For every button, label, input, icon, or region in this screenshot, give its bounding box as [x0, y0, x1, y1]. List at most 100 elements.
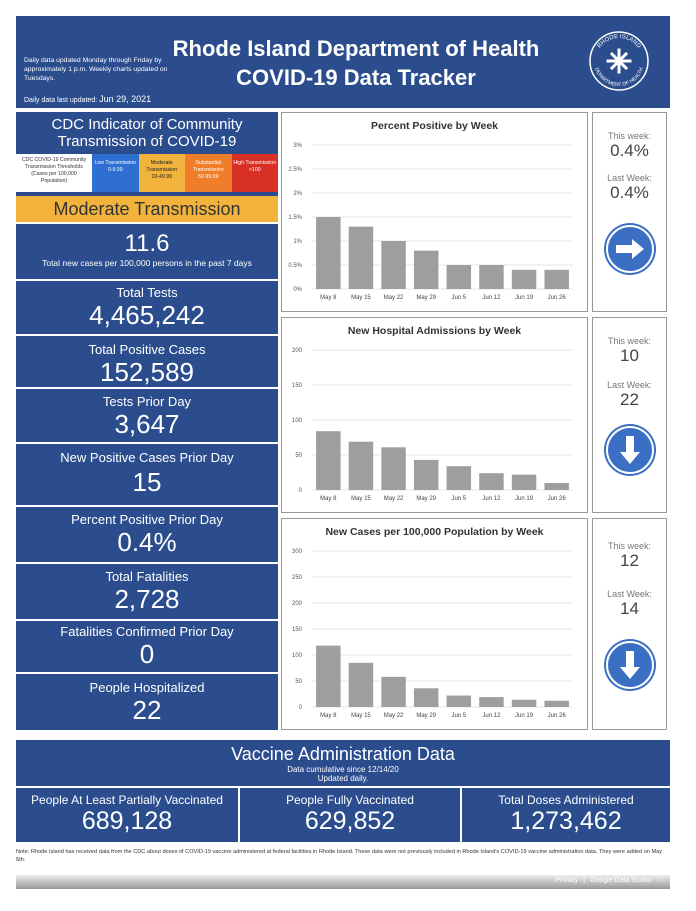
y-tick-label: 0% [293, 287, 302, 293]
x-tick-label: May 29 [416, 496, 436, 502]
bar [413, 459, 439, 490]
x-tick-label: May 22 [384, 295, 404, 301]
y-tick-label: 50 [295, 453, 302, 459]
x-tick-label: Jun 19 [515, 496, 534, 502]
x-tick-label: May 15 [351, 295, 371, 301]
level-range: >100 [248, 167, 261, 173]
new-cases-chart-svg: New Cases per 100,000 Population by Week… [292, 526, 573, 719]
hospital-admissions-chart: New Hospital Admissions by Week 0 50 100 150… [281, 317, 588, 513]
level-name: Low Transmission [94, 160, 136, 166]
x-tick-label: Jun 12 [482, 295, 501, 301]
new-positive-prior-card: New Positive Cases Prior Day 15 [16, 444, 278, 506]
page-title: Rhode Island Department of Health COVID-… [166, 34, 546, 92]
vaccine-header: Vaccine Administration Data Data cumulat… [16, 740, 670, 786]
x-tick-label: Jun 12 [482, 713, 501, 719]
new-cases-chart: New Cases per 100,000 Population by Week… [281, 518, 588, 730]
partially-vaccinated-value: 689,128 [81, 807, 173, 835]
level-3: High Transmission >100 [231, 154, 278, 192]
x-tick-label: May 15 [351, 713, 371, 719]
transmission-status: Moderate Transmission [16, 196, 278, 222]
privacy-link[interactable]: Privacy [555, 877, 579, 884]
last-updated-date: Jun 29, 2021 [99, 94, 152, 104]
fully-vaccinated-label: People Fully Vaccinated [286, 793, 414, 807]
bar [413, 250, 439, 289]
x-tick-label: May 22 [384, 496, 404, 502]
hospital-admissions-chart-svg: New Hospital Admissions by Week 0 50 100 150… [292, 325, 573, 502]
bar [316, 431, 341, 490]
down-arrow-icon [593, 426, 666, 474]
partially-vaccinated-label: People At Least Partially Vaccinated [31, 793, 223, 807]
page-header: Daily data updated Monday through Friday… [16, 16, 670, 108]
y-tick-label: 50 [295, 679, 302, 685]
bar [511, 699, 537, 707]
level-1: Moderate Transmission 10-49.99 [138, 154, 185, 192]
y-tick-label: 2.5% [288, 167, 302, 173]
x-tick-label: May 8 [320, 295, 337, 301]
bar [348, 226, 374, 289]
bar [316, 645, 341, 707]
x-tick-label: May 8 [320, 496, 337, 502]
fullscreen-icon[interactable]: ⛶ [657, 877, 662, 884]
bar [413, 688, 439, 707]
data-studio-brand[interactable]: Google Data Studio [590, 877, 652, 884]
x-tick-label: Jun 5 [451, 713, 466, 719]
bar [316, 217, 341, 289]
last-week-label: Last Week: [607, 589, 652, 599]
new-positive-prior-value: 15 [132, 467, 162, 497]
y-tick-label: 0 [299, 488, 303, 494]
title-line-1: Rhode Island Department of Health [172, 36, 540, 61]
last-week-label: Last Week: [607, 173, 652, 183]
pct-positive-prior-label: Percent Positive Prior Day [71, 512, 223, 527]
bar [381, 676, 406, 707]
chart-title: Percent Positive by Week [371, 120, 498, 132]
level-range: 0-9.99 [107, 167, 123, 173]
bar [479, 697, 504, 707]
total-tests-card: Total Tests 4,465,242 [16, 281, 278, 335]
fully-vaccinated-card: People Fully Vaccinated 629,852 [240, 788, 460, 842]
fatalities-prior-label: Fatalities Confirmed Prior Day [60, 624, 234, 639]
pct-positive-prior-value: 0.4% [117, 527, 177, 557]
cdc-indicator-panel: CDC Indicator of Community Transmission … [16, 112, 278, 222]
y-tick-label: 200 [292, 348, 303, 354]
bar [381, 447, 406, 490]
hospitalized-value: 22 [132, 695, 162, 725]
y-tick-label: 0.5% [288, 263, 302, 269]
threshold-legend: CDC COVID-19 Community Transmission Thre… [16, 154, 278, 192]
tests-prior-day-card: Tests Prior Day 3,647 [16, 389, 278, 443]
hospitalized-label: People Hospitalized [89, 680, 205, 695]
x-tick-label: Jun 26 [548, 295, 567, 301]
level-range: 50-99.99 [198, 174, 219, 180]
y-tick-label: 150 [292, 383, 303, 389]
bar [511, 269, 537, 289]
bar [446, 265, 472, 289]
hosp-this-week-value: 10 [620, 346, 639, 365]
this-week-label: This week: [607, 131, 651, 141]
x-tick-label: Jun 12 [482, 496, 501, 502]
level-name: Substantial Transmission [192, 160, 224, 173]
bar [381, 241, 406, 289]
level-name: High Transmission [233, 160, 277, 166]
y-tick-label: 0 [299, 705, 303, 711]
x-tick-label: Jun 5 [451, 295, 466, 301]
level-name: Moderate Transmission [146, 160, 178, 173]
vaccine-subtitle-2: Updated daily. [317, 774, 369, 783]
x-tick-label: May 22 [384, 713, 404, 719]
y-tick-label: 1% [293, 239, 302, 245]
update-schedule-note: Daily data updated Monday through Friday… [24, 57, 168, 82]
pct-positive-chart-svg: Percent Positive by Week 0% 0.5% 1% 1.5% 2% 2.… [288, 120, 573, 301]
x-tick-label: Jun 5 [451, 496, 466, 502]
level-2: Substantial Transmission 50-99.99 [185, 154, 232, 192]
hospital-admissions-summary: This week: 10 Last Week: 22 [592, 317, 667, 513]
bar [348, 662, 374, 707]
last-week-label: Last Week: [607, 380, 652, 390]
bar [544, 700, 569, 707]
y-tick-label: 2% [293, 191, 302, 197]
cdc-title: CDC Indicator of Community Transmission … [51, 116, 243, 150]
y-tick-label: 300 [292, 549, 303, 555]
total-doses-label: Total Doses Administered [498, 793, 634, 807]
threshold-label: CDC COVID-19 Community Transmission Thre… [16, 154, 92, 192]
tests-prior-day-value: 3,647 [114, 409, 180, 439]
x-tick-label: May 29 [416, 295, 436, 301]
x-tick-label: May 29 [416, 713, 436, 719]
vaccine-title: Vaccine Administration Data [231, 744, 455, 764]
